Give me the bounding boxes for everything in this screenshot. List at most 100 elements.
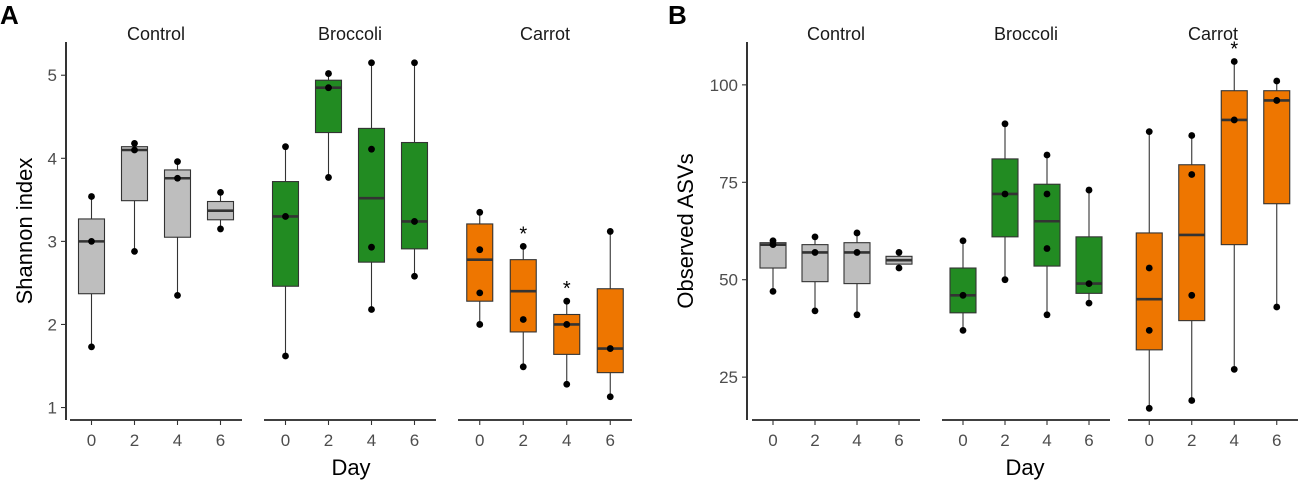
data-point bbox=[131, 139, 138, 147]
x-tick-label: 0 bbox=[87, 431, 96, 450]
boxplot bbox=[1033, 151, 1061, 319]
data-point bbox=[606, 228, 614, 235]
data-point bbox=[563, 380, 571, 388]
y-tick-label: 25 bbox=[719, 368, 738, 387]
data-point bbox=[131, 146, 138, 154]
data-point bbox=[1188, 397, 1196, 404]
data-point bbox=[411, 272, 418, 280]
x-tick-label: 6 bbox=[1084, 431, 1093, 450]
boxplot: * bbox=[553, 278, 581, 388]
data-point bbox=[1001, 276, 1009, 284]
facet-carrot: Carrot 0 2 * 4 6 bbox=[1128, 24, 1298, 450]
facet-label: Carrot bbox=[1188, 24, 1238, 44]
box bbox=[553, 313, 581, 355]
boxplot bbox=[885, 249, 913, 272]
x-tick-label: 4 bbox=[173, 431, 182, 450]
data-point bbox=[476, 208, 484, 216]
data-point bbox=[1188, 132, 1196, 139]
data-point bbox=[563, 297, 571, 305]
y-tick-label: 100 bbox=[710, 76, 738, 95]
facet-broccoli: Broccoli 0 2 4 6 bbox=[264, 24, 436, 450]
significance-star: * bbox=[519, 223, 527, 245]
data-point bbox=[411, 218, 418, 225]
boxplot bbox=[466, 208, 494, 328]
y-tick-label: 50 bbox=[719, 271, 738, 290]
data-point bbox=[769, 237, 777, 245]
x-tick-label: 4 bbox=[562, 431, 571, 450]
data-point bbox=[1188, 291, 1196, 299]
data-point bbox=[1273, 97, 1281, 104]
boxplot bbox=[1075, 186, 1103, 307]
data-point bbox=[1001, 190, 1009, 198]
facet-label: Control bbox=[807, 24, 865, 44]
data-point bbox=[1273, 77, 1281, 85]
data-point bbox=[853, 311, 861, 319]
data-point bbox=[1188, 171, 1196, 178]
data-point bbox=[131, 247, 138, 255]
x-tick-label: 2 bbox=[130, 431, 139, 450]
facet-label: Broccoli bbox=[994, 24, 1058, 44]
x-tick-label: 4 bbox=[852, 431, 861, 450]
data-point bbox=[476, 321, 484, 328]
data-point bbox=[282, 352, 289, 360]
data-point bbox=[1043, 311, 1051, 319]
y-tick-label: 1 bbox=[48, 399, 57, 418]
boxplot bbox=[206, 188, 235, 233]
x-tick-label: 6 bbox=[894, 431, 903, 450]
y-tick-label: 3 bbox=[48, 232, 57, 251]
boxplot bbox=[1135, 128, 1163, 412]
data-point bbox=[282, 213, 289, 220]
data-point bbox=[1085, 299, 1093, 307]
boxplot bbox=[77, 193, 106, 351]
data-point bbox=[1085, 186, 1093, 194]
data-point bbox=[959, 237, 967, 245]
data-point bbox=[853, 229, 861, 237]
facet-broccoli: Broccoli 0 2 4 6 bbox=[942, 24, 1110, 450]
data-point bbox=[368, 59, 375, 67]
x-tick-label: 6 bbox=[606, 431, 615, 450]
box bbox=[1263, 90, 1291, 205]
data-point bbox=[1043, 151, 1051, 159]
data-point bbox=[811, 307, 819, 315]
data-point bbox=[217, 225, 224, 233]
facet-label: Broccoli bbox=[318, 24, 382, 44]
data-point bbox=[368, 243, 375, 251]
y-tick-label: 75 bbox=[719, 173, 738, 192]
data-point bbox=[325, 70, 332, 77]
boxplot bbox=[120, 139, 149, 255]
boxplot bbox=[596, 228, 624, 401]
x-tick-label: 0 bbox=[1145, 431, 1154, 450]
data-point bbox=[1145, 128, 1153, 136]
boxplot bbox=[1178, 132, 1206, 404]
y-tick-label: 4 bbox=[48, 149, 57, 168]
data-point bbox=[769, 288, 777, 295]
box bbox=[843, 242, 871, 285]
boxplot bbox=[314, 70, 343, 181]
data-point bbox=[563, 321, 571, 328]
data-point bbox=[174, 174, 181, 182]
boxplot bbox=[843, 229, 871, 319]
data-point bbox=[519, 242, 527, 250]
data-point bbox=[368, 145, 375, 153]
x-tick-label: 0 bbox=[281, 431, 290, 450]
x-tick-label: 6 bbox=[410, 431, 419, 450]
data-point bbox=[811, 249, 819, 256]
boxplot bbox=[949, 237, 977, 334]
box bbox=[400, 141, 429, 250]
data-point bbox=[411, 59, 418, 67]
data-point bbox=[606, 345, 614, 352]
data-point bbox=[1145, 264, 1153, 272]
box bbox=[271, 181, 300, 287]
box bbox=[949, 267, 977, 314]
box bbox=[466, 223, 494, 302]
x-tick-label: 4 bbox=[1230, 431, 1239, 450]
data-point bbox=[1085, 280, 1093, 288]
data-point bbox=[959, 326, 967, 334]
data-point bbox=[282, 143, 289, 151]
data-point bbox=[811, 233, 819, 241]
significance-star: * bbox=[1230, 38, 1238, 60]
data-point bbox=[1273, 303, 1281, 311]
data-point bbox=[895, 264, 903, 272]
